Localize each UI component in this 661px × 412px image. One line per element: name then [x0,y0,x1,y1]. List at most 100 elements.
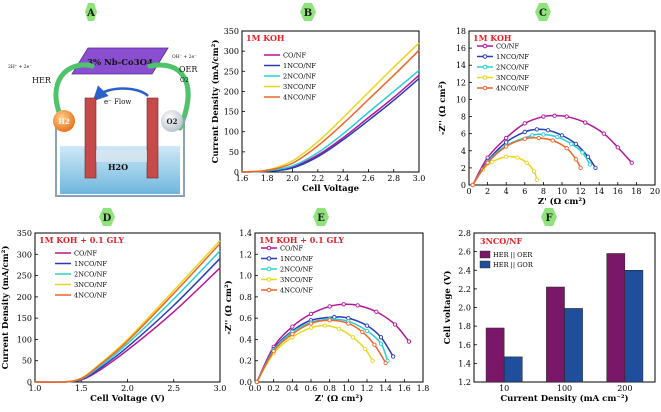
x-tick-label: 8 [541,187,546,196]
data-point [574,158,577,161]
data-point [373,343,376,346]
o2-out-label: O2 [180,77,189,84]
data-point [393,323,396,326]
legend-marker [267,288,271,292]
chart-c-nyquist: 0 2 4 6 8 10 12 14 16 18 20024681012141618Z' (Ω cm… [437,27,660,207]
data-point [361,330,364,333]
data-point [351,336,354,339]
data-point [505,141,508,144]
chart-f-cell-voltage-bars: 1.21.41.61.82.02.22.42.62.810 100 200Curre… [442,229,655,404]
data-point [574,142,577,145]
series-line-1nconf [35,259,220,383]
y-tick-label: 100 [224,128,239,137]
x-tick-label: 12 [576,187,586,196]
bar-her-gor [565,308,583,382]
legend-marker [267,246,271,250]
y-tick-label: 2.0 [458,304,471,313]
data-point [535,128,538,131]
anode [147,98,158,178]
legend-label: HER || OER [493,251,533,259]
data-point [594,166,597,169]
panel-label-text: A [86,8,95,19]
data-point [309,326,312,329]
x-tick-label: 2.0 [286,174,299,183]
legend-label: 1NCO/NF [74,260,107,268]
eflow-label: e⁻ Flow [104,98,131,106]
x-axis-label: Cell Voltage [302,184,360,194]
data-point [535,178,538,181]
data-point [537,136,540,139]
y-tick-label: 2.2 [458,285,471,294]
y-axis-label: -Z'' (Ω cm²) [223,280,234,334]
her-equation: 2H⁺ + 2e⁻ [8,64,32,70]
y-tick-label: 250 [224,67,239,76]
data-point [505,136,508,139]
cathode [85,98,96,178]
y-tick-label: 0 [234,168,239,177]
data-point [505,155,508,158]
legend-label: 4NCO/NF [496,85,529,93]
legend-label: CO/NF [280,245,303,253]
y-tick-label: 0 [27,378,32,387]
legend-label: 4NCO/NF [280,287,313,295]
data-point [379,342,382,345]
panel-label-f: F [541,208,557,226]
x-axis-label: Current Density (mA cm⁻²) [500,393,628,404]
panel-label-text: C [539,8,547,19]
x-tick-label: 2.0 [121,384,134,393]
legend-swatch [480,261,490,268]
series-line-3nconf [242,43,419,172]
y-tick-label: 1.8 [458,322,471,331]
y-tick-label: 2.8 [458,229,471,238]
data-point [379,336,382,339]
y-tick-label: 1.6 [458,341,471,350]
condition-label: 1M KOH + 0.1 GLY [39,235,124,245]
data-point [532,170,535,173]
x-axis-label: Z' (Ω cm²) [315,393,363,404]
figure-canvas: A B C D E F 3% Nb-Co3O4 HER OER [0,0,661,412]
x-tick-label: 4 [504,187,509,196]
data-point [531,134,534,137]
data-point [291,325,294,328]
legend-marker [267,278,271,282]
series-line-conf [242,75,419,172]
data-point [581,151,584,154]
y-tick-label: 150 [17,314,32,323]
y-tick-label: 0.2 [239,357,252,366]
x-tick-label: 1.4 [379,384,392,393]
plot-frame [35,233,220,382]
legend-label: 1NCO/NF [283,62,316,70]
chart-e-nyquist-gly: 0.0 0.2 0.4 0.6 0.8 1.0 1.2 1.4 1.6 1.80.00.20.40… [223,229,429,404]
panel-label-text: D [103,213,112,224]
y-tick-label: 2.6 [458,248,471,257]
her-label: HER [32,76,52,85]
data-point [491,160,494,163]
legend-label: HER || GOR [493,261,534,269]
x-tick-label: 2 [485,187,490,196]
data-point [328,305,331,308]
y-tick-label: 8 [461,113,466,122]
legend-label: 1NCO/NF [280,255,313,263]
data-point [542,133,545,136]
data-point [328,319,331,322]
condition-label: 1M KOH + 0.1 GLY [259,235,344,245]
data-point [565,147,568,150]
x-tick-label: 2.8 [387,174,400,183]
panel-label-a: A [85,3,97,21]
y-tick-label: 2.4 [458,266,471,275]
bar-her-oer [607,253,625,382]
legend-marker [267,267,271,271]
x-tick-label: 100 [557,384,572,393]
x-tick-label: 6 [522,187,527,196]
o2-label: O2 [167,117,178,126]
y-tick-label: 50 [229,148,239,157]
data-point [556,135,559,138]
series-line-3nconf [35,241,220,383]
legend-marker [483,55,487,59]
data-point [337,327,340,330]
series-line-4nconf [35,244,220,383]
x-tick-label: 0.4 [286,384,299,393]
oer-label: OER [179,65,198,74]
data-point [546,129,549,132]
data-point [365,329,368,332]
